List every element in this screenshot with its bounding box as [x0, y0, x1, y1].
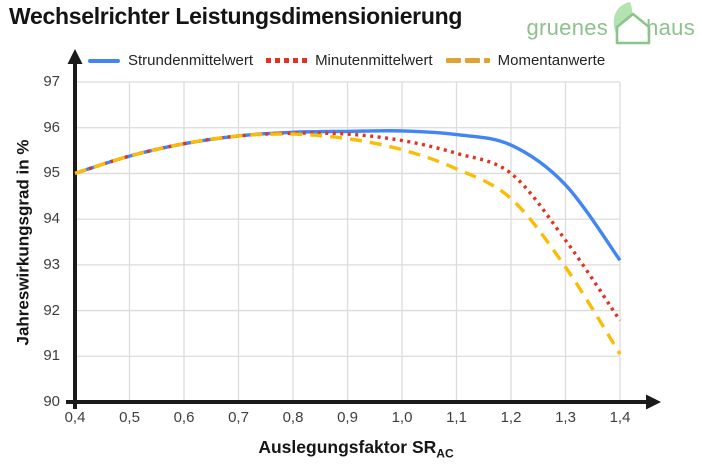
x-tick-label: 0,8	[282, 409, 304, 426]
x-tick-label: 1,1	[446, 409, 467, 426]
x-tick-label: 0,5	[119, 409, 140, 426]
x-tick-label: 1,0	[391, 409, 413, 426]
logo-word-gruenes: gruenes	[526, 15, 609, 40]
y-tick-label: 96	[43, 118, 60, 136]
x-tick-label: 0,9	[337, 409, 358, 426]
legend-label: Strundenmittelwert	[128, 52, 254, 69]
x-tick-label: 1,2	[500, 409, 522, 426]
x-tick-label: 1,3	[555, 409, 576, 426]
y-tick-label: 93	[43, 255, 60, 273]
leaf-house-icon	[613, 2, 651, 45]
legend-item-stundenmittelwert: Strundenmittelwert	[88, 52, 253, 69]
legend-marker-dashed-line-icon	[445, 58, 490, 63]
series-line-dashed	[74, 132, 622, 355]
legend-item-minutenmittelwert: Minutenmittelwert	[266, 52, 433, 69]
legend-marker-dotted-line-icon	[266, 58, 308, 63]
y-tick-label: 92	[43, 301, 60, 319]
page-title: Wechselrichter Leistungsdimensionierung	[9, 3, 463, 29]
x-axis-arrow-icon	[646, 394, 661, 410]
brand-logo: gruenes haus	[526, 1, 695, 47]
x-tick-label: 0,7	[228, 409, 249, 426]
y-tick-label: 97	[43, 73, 60, 90]
legend-marker-solid-line-icon	[88, 58, 120, 63]
y-tick-label: 95	[43, 164, 60, 182]
chart-legend: Strundenmittelwert Minutenmittelwert Mom…	[88, 52, 605, 69]
y-axis-arrow-icon	[67, 49, 83, 64]
x-axis-title-subscript: AC	[436, 446, 454, 461]
x-tick-label: 0,6	[173, 409, 195, 426]
legend-item-momentanwerte: Momentanwerte	[445, 52, 606, 69]
x-axis-title: Auslegungsfaktor SRAC	[258, 437, 454, 461]
x-tick-label: 1,4	[609, 409, 631, 426]
legend-label: Minutenmittelwert	[315, 52, 433, 69]
y-tick-label: 94	[43, 210, 60, 228]
logo-word-haus: haus	[646, 15, 695, 40]
y-tick-label: 90	[43, 393, 60, 410]
x-tick-label: 0,4	[64, 409, 86, 426]
legend-label: Momentanwerte	[497, 52, 606, 69]
y-axis-title: Jahreswirkungsgrad in %	[13, 139, 33, 346]
y-tick-label: 91	[43, 347, 60, 365]
